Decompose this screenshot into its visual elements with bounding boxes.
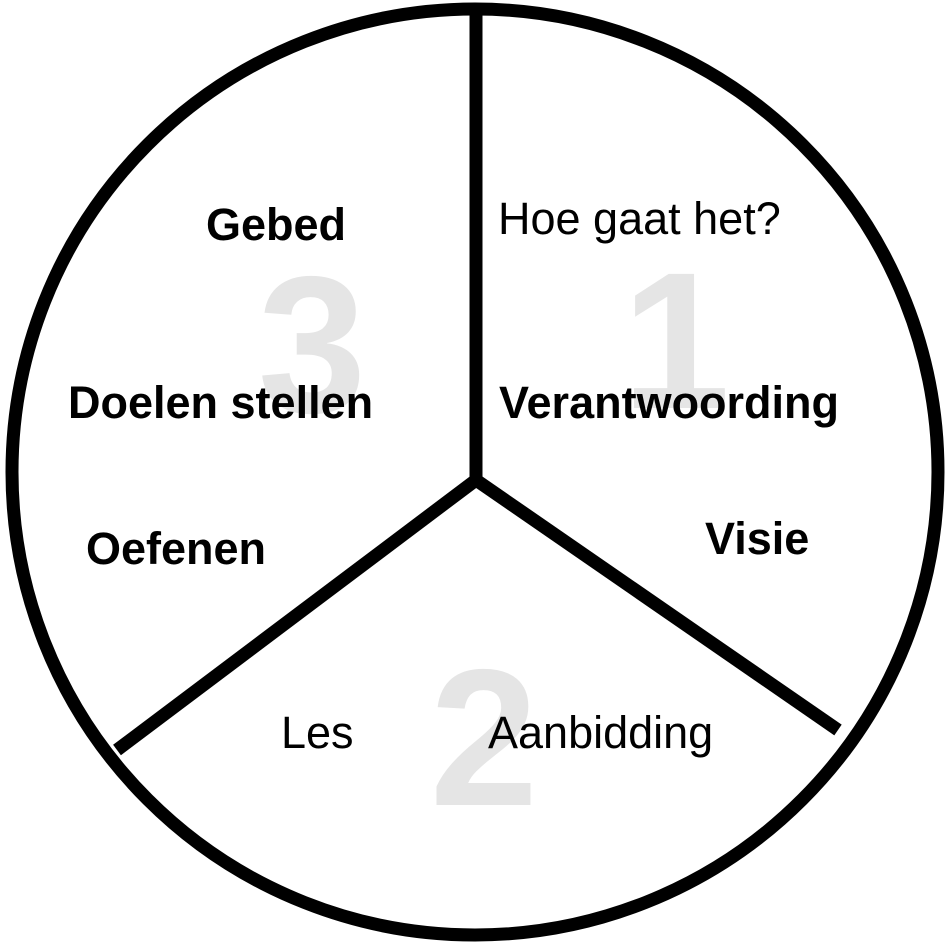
segment-3-item-practice: Oefenen	[86, 523, 266, 574]
segment-3-number: 3	[258, 236, 366, 454]
segment-2-number: 2	[430, 629, 538, 847]
segment-1-item-accountability: Verantwoording	[499, 377, 839, 428]
divider-lower-left	[113, 474, 480, 756]
segment-2-item-worship: Aanbidding	[488, 707, 713, 758]
segment-3-item-goal-setting: Doelen stellen	[68, 377, 373, 428]
segment-2-item-lesson: Les	[281, 707, 354, 758]
segment-1-item-vision: Visie	[705, 513, 809, 564]
segment-3-item-prayer: Gebed	[206, 199, 346, 250]
divider-lower-right	[472, 474, 842, 736]
segment-1-item-how-are-you: Hoe gaat het?	[498, 193, 781, 244]
segment-1-number: 1	[622, 232, 730, 450]
